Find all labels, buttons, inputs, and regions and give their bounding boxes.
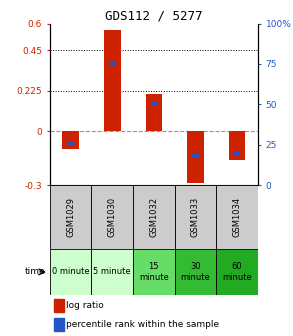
Bar — [67, 141, 74, 145]
Bar — [54, 299, 64, 312]
Bar — [151, 102, 157, 107]
Text: percentile rank within the sample: percentile rank within the sample — [67, 320, 219, 329]
Bar — [175, 185, 216, 249]
Bar — [234, 151, 240, 155]
Text: 60
minute: 60 minute — [222, 262, 252, 282]
Text: GSM1032: GSM1032 — [149, 197, 158, 237]
Bar — [216, 249, 258, 295]
Bar — [50, 185, 91, 249]
Text: time: time — [25, 267, 46, 277]
Bar — [109, 62, 115, 66]
Bar — [50, 249, 91, 295]
Bar — [91, 185, 133, 249]
Text: GSM1033: GSM1033 — [191, 197, 200, 237]
Text: 15
minute: 15 minute — [139, 262, 169, 282]
Text: 0 minute: 0 minute — [52, 267, 89, 277]
Bar — [133, 249, 175, 295]
Bar — [175, 249, 216, 295]
Bar — [54, 318, 64, 331]
Text: GSM1034: GSM1034 — [233, 197, 241, 237]
Text: 30
minute: 30 minute — [180, 262, 210, 282]
Bar — [104, 30, 120, 131]
Text: GSM1029: GSM1029 — [66, 197, 75, 237]
Bar — [91, 249, 133, 295]
Bar — [192, 154, 199, 158]
Bar — [146, 94, 162, 131]
Text: 5 minute: 5 minute — [93, 267, 131, 277]
Bar — [62, 131, 79, 149]
Bar — [216, 185, 258, 249]
Text: GSM1030: GSM1030 — [108, 197, 117, 237]
Title: GDS112 / 5277: GDS112 / 5277 — [105, 9, 202, 23]
Bar — [229, 131, 245, 160]
Bar — [187, 131, 204, 182]
Text: log ratio: log ratio — [67, 301, 104, 310]
Bar — [133, 185, 175, 249]
